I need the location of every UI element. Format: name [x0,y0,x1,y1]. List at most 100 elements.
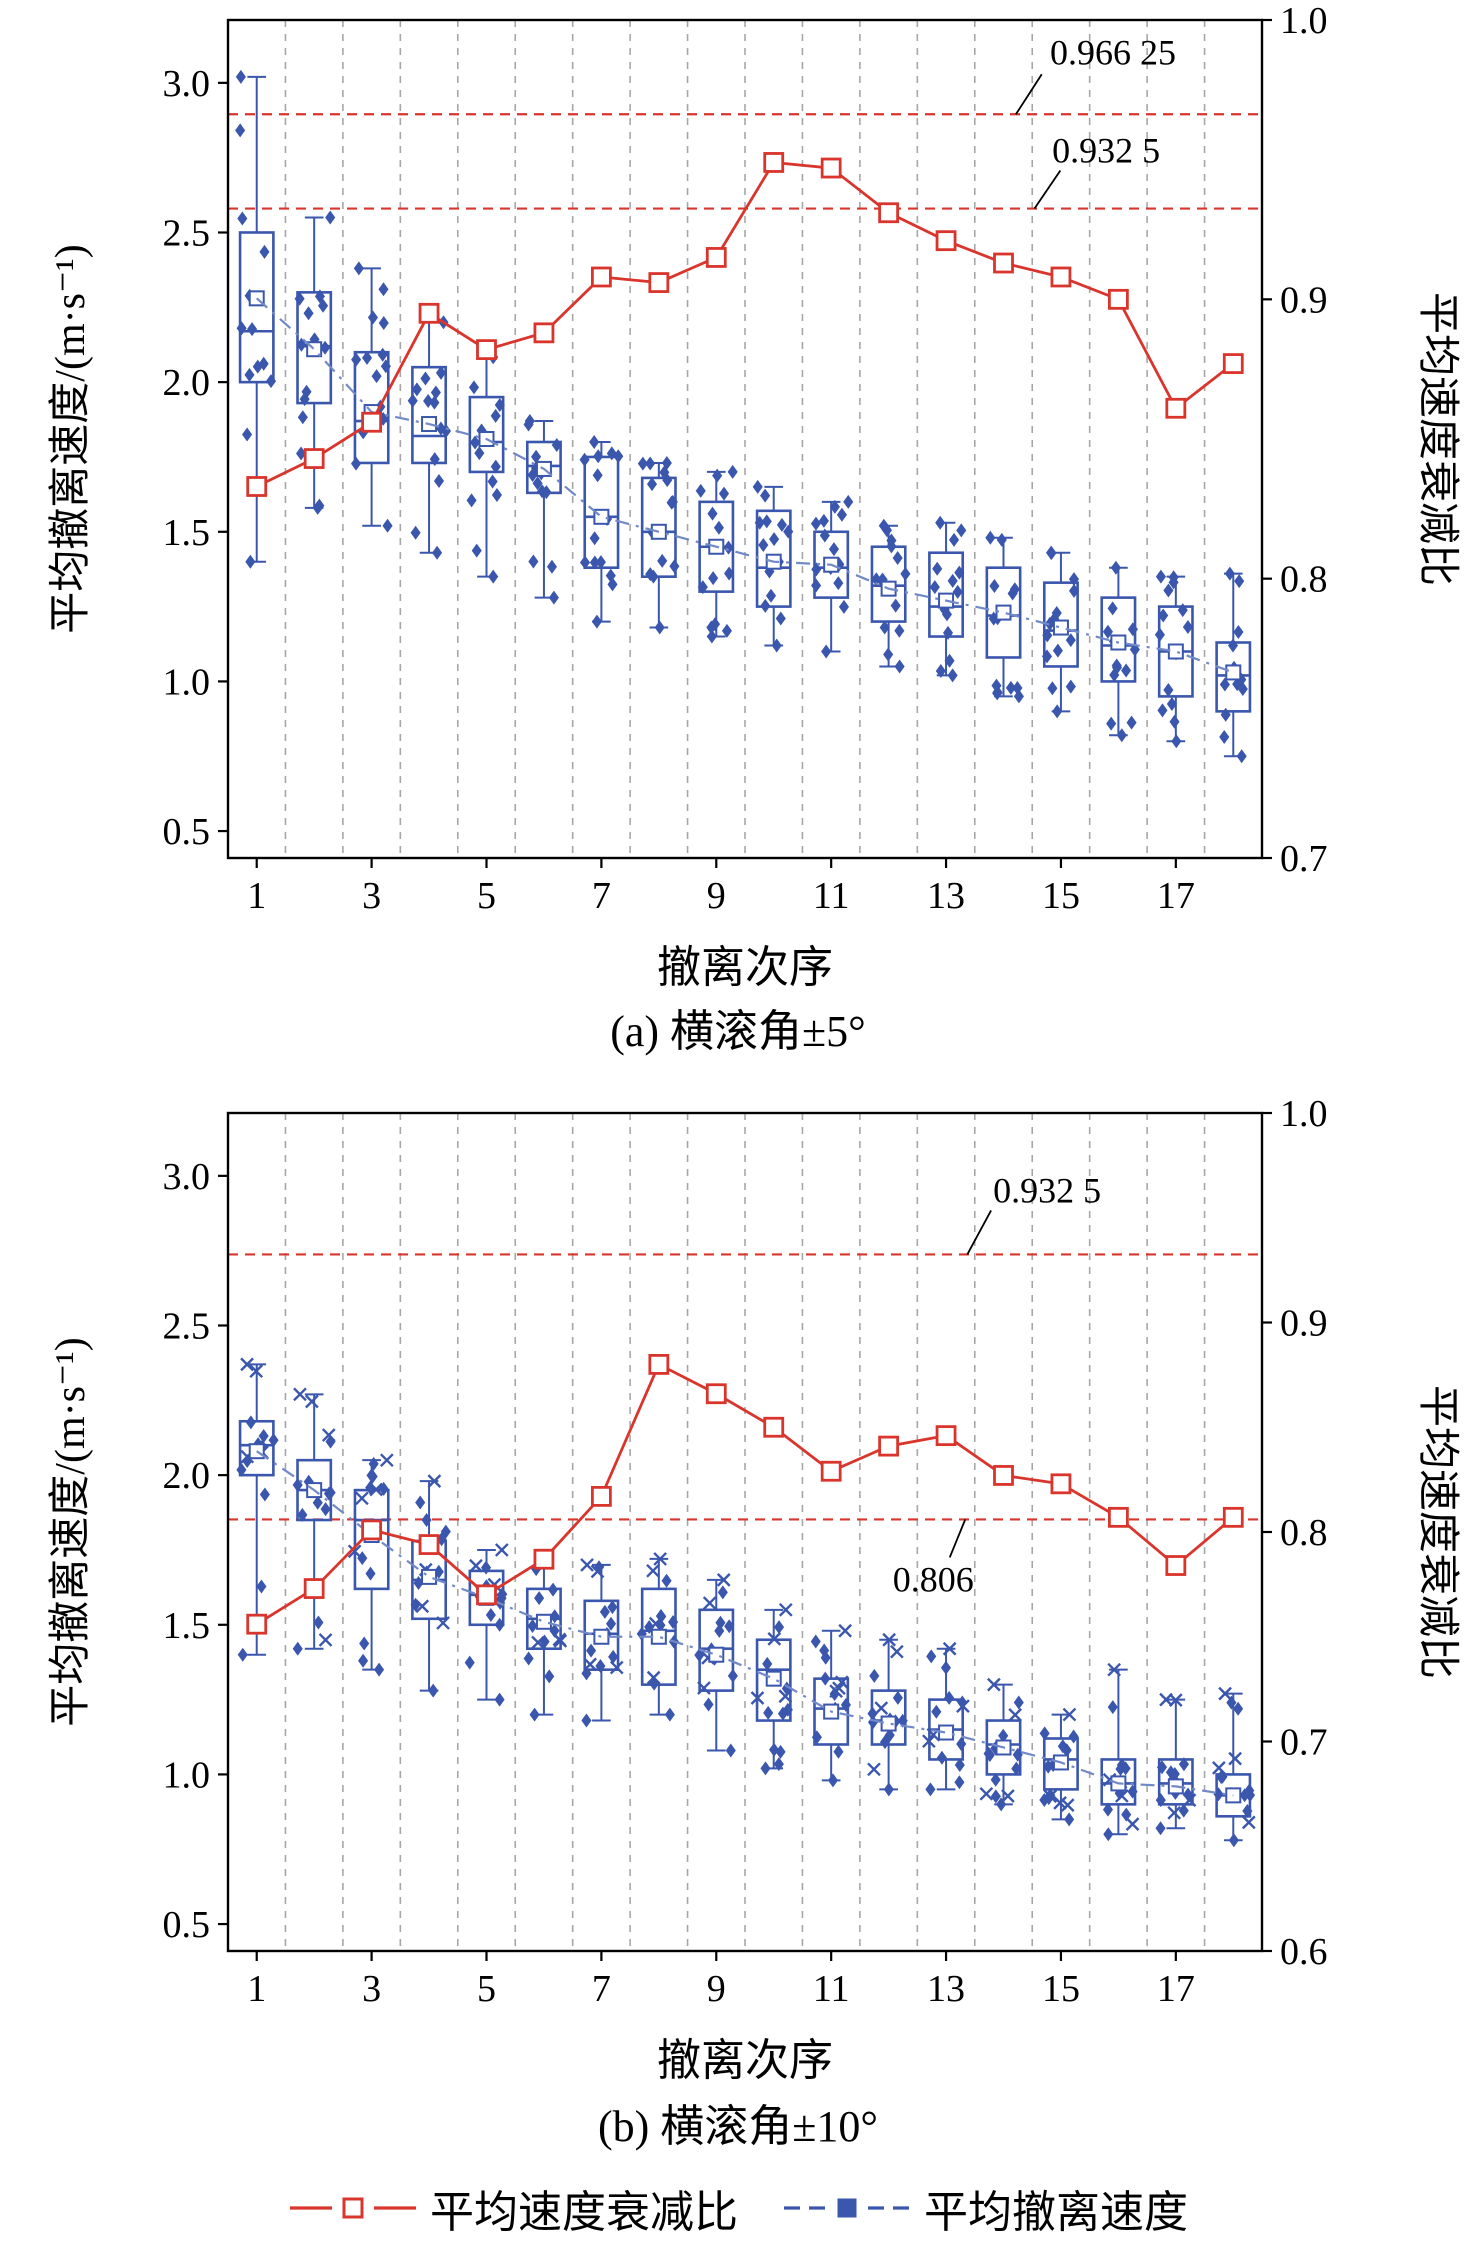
decay-marker [763,152,785,173]
scatter-point [589,555,600,570]
scatter-x [583,1657,597,1672]
scatter-point [1178,1803,1189,1818]
scatter-x [835,1675,849,1690]
scatter-point [1242,1803,1253,1818]
scatter-point [1047,681,1058,696]
decay-marker [1165,1555,1187,1576]
scatter-point [235,69,246,84]
scatter-point [646,477,658,492]
scatter-point [527,1619,538,1634]
scatter-point [752,479,763,494]
scatter-x [580,1558,594,1572]
scatter-point [775,1744,786,1759]
scatter-point [435,365,447,380]
scatter-point [1169,714,1180,729]
decay-marker [590,266,612,288]
scatter-point [325,210,336,225]
scatter-point [259,1487,270,1502]
scatter-point [523,417,534,432]
scatter-point [1156,1760,1168,1775]
x-tick-label: 7 [592,1968,611,2010]
panel-b-chart: 0.932 5 0.806 0.5 1.0 1.5 2.0 2.5 3.0 0.6 0.7 0.8 0… [47,1093,1460,2085]
boxplot [347,1453,394,1677]
scatter-point [940,1660,952,1675]
scatter-point [474,446,485,461]
scatter-point [1051,605,1062,620]
scatter-point [527,468,538,483]
scatter-point [818,513,829,528]
scatter-point [297,1507,308,1522]
scatter-x [778,1689,793,1704]
box [640,476,677,578]
scatter-x [838,1623,852,1638]
scatter-point [954,1775,965,1790]
scatter-point [292,1641,303,1656]
scatter-x [922,1734,936,1749]
scatter-point [1236,749,1247,764]
scatter-point [1107,1700,1118,1715]
box [1042,1737,1079,1791]
scatter-point [268,1433,279,1448]
y-tick-label: 3.0 [163,63,211,105]
mean-marker [535,1613,552,1630]
boxplot [1212,1686,1256,1848]
scatter-point [664,1707,675,1722]
scatter-point [1127,622,1138,637]
scatter-x [1107,1662,1121,1677]
scatter-point [765,588,777,603]
scatter-point [656,1609,667,1624]
mean-marker [1167,643,1184,660]
x-tick-label: 15 [1042,875,1080,917]
scatter-point [867,1706,878,1721]
legend-item-decay-ratio: 平均速度衰减比 [288,2176,738,2240]
scatter-x [702,1596,717,1610]
scatter-point [932,561,943,576]
scatter-point [944,653,955,668]
decay-marker [705,1383,727,1405]
scatter-point [713,520,724,535]
scatter-x [318,1633,333,1647]
scatter-point [985,530,996,545]
scatter-point [1177,603,1188,618]
y-tick-label: 3.0 [163,1156,211,1198]
scatter-point [657,553,668,568]
scatter-x [1008,1708,1023,1722]
scatter-point [879,620,890,635]
scatter-point [236,1462,247,1477]
scatter-point [1219,729,1230,744]
scatter-point [771,638,782,653]
legend-marker [342,2197,364,2219]
mean-marker [765,1670,782,1687]
scatter-point [1228,1833,1239,1848]
box [353,350,390,465]
scatter-x [778,1602,793,1617]
box [813,530,850,599]
scatter-point [769,532,780,547]
boxplot [636,1552,680,1722]
scatter-point [428,1683,439,1698]
scatter-point [433,473,445,488]
y2-tick-label: 0.9 [1280,279,1328,321]
mean-marker [880,1715,897,1732]
boxplot [410,1474,451,1698]
decay-marker [590,1485,612,1507]
scatter-point [703,1697,714,1712]
scatter-x [415,1599,430,1614]
decay-marker [993,1465,1014,1486]
scatter-point [468,380,480,395]
y2-tick-label: 0.8 [1280,1512,1328,1554]
scatter-point [669,559,680,574]
scatter-point [1106,716,1117,731]
decay-marker [993,252,1014,274]
scatter-point [727,464,738,479]
scatter-point [1057,1739,1068,1754]
box [1100,596,1137,683]
box [468,395,505,474]
x-tick-label: 9 [707,875,726,917]
scatter-point [421,1513,432,1528]
scatter-point [1126,715,1137,730]
scatter-point [430,385,441,400]
scatter-point [1039,1726,1050,1741]
scatter-point [694,1648,705,1663]
mean-marker [1225,664,1242,681]
